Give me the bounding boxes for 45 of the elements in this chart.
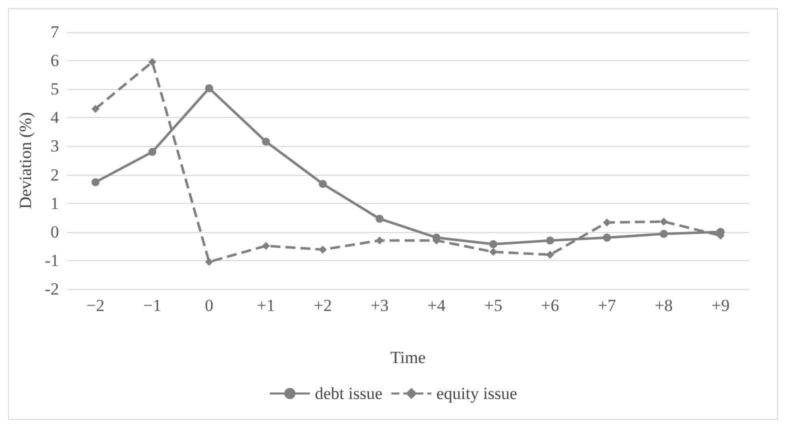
x-tick-label: −1 [143,296,162,315]
x-tick-label: +9 [712,296,730,315]
x-tick-label: +8 [654,296,673,315]
point [148,148,156,156]
point [489,240,498,248]
y-tick-label: 6 [50,51,60,70]
point [546,250,554,259]
y-axis-title: Deviation (%) [16,112,35,209]
legend-label: equity issue [436,384,518,403]
x-tick-label: +6 [541,296,560,315]
x-tick-label: +4 [427,296,446,315]
point [660,230,668,238]
y-tick-label: 0 [50,222,60,242]
y-tick-label: 1 [50,194,60,213]
point [318,246,327,254]
y-tick-label: -1 [44,250,60,270]
point [205,84,214,92]
point [91,104,100,113]
y-tick-label: 7 [50,22,60,42]
point [262,242,270,250]
point [489,248,498,256]
point [602,218,611,226]
x-axis-title: Time [390,348,426,367]
point [205,258,214,266]
y-tick-label: 3 [50,136,60,156]
x-tick-label: +7 [598,296,616,315]
point [262,138,270,146]
legend-label: debt issue [314,384,382,403]
point [660,218,668,226]
y-tick-label: 5 [50,80,60,99]
x-tick-label: −2 [86,296,105,315]
y-tick-label: 2 [50,165,60,184]
x-tick-label: +1 [256,296,276,315]
x-tick-label: +5 [484,296,502,315]
point [602,234,611,242]
point [148,58,156,66]
x-tick-label: +2 [314,296,332,315]
y-tick-label: -2 [44,280,60,298]
point [376,214,384,223]
point [91,178,100,186]
x-tick-label: +3 [370,296,389,315]
point [318,180,327,188]
point [546,236,554,244]
y-tick-label: 4 [50,108,60,128]
x-tick-label: 0 [204,296,214,315]
